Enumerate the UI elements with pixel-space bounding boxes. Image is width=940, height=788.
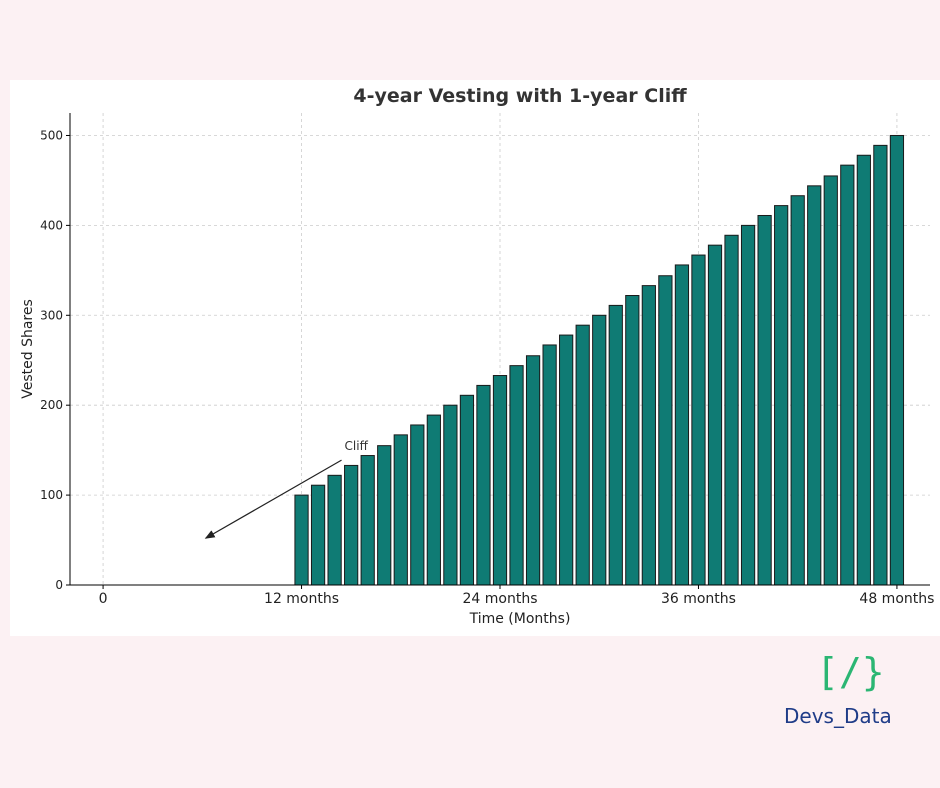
x-tick-label: 12 months xyxy=(264,591,339,607)
bar xyxy=(575,324,590,586)
x-tick-label: 24 months xyxy=(463,591,538,607)
chart-title: 4-year Vesting with 1-year Cliff xyxy=(353,85,687,107)
bar xyxy=(525,355,541,586)
bar xyxy=(889,134,905,586)
devsdata-logo: [/} Devs_Data xyxy=(778,650,908,730)
x-tick-label: 48 months xyxy=(859,591,934,607)
bar xyxy=(327,474,342,586)
bar xyxy=(757,214,772,586)
bar xyxy=(790,195,805,586)
bar xyxy=(856,154,871,586)
y-tick-label: 0 xyxy=(55,578,63,592)
bar xyxy=(873,144,888,586)
y-tick-label: 500 xyxy=(40,128,63,142)
chart: 0 100 200 300 400 500 0 12 months 24 months 36 mo… xyxy=(20,85,934,627)
bars xyxy=(294,134,905,586)
bar xyxy=(542,344,557,586)
y-tick-label: 100 xyxy=(40,488,63,502)
bar xyxy=(509,365,524,586)
annotation-arrow xyxy=(204,459,342,539)
y-tick-label: 400 xyxy=(40,218,63,232)
bar xyxy=(344,464,359,586)
bar xyxy=(641,285,656,586)
bar xyxy=(592,314,607,586)
bar xyxy=(658,275,673,586)
bar xyxy=(840,164,855,586)
annotations: Cliff xyxy=(204,439,369,539)
bar xyxy=(294,494,309,586)
bar xyxy=(426,414,441,586)
x-tick-label: 36 months xyxy=(661,591,736,607)
bar xyxy=(443,404,458,586)
bar xyxy=(724,234,739,586)
bar xyxy=(674,264,690,586)
bar xyxy=(310,484,326,586)
bar xyxy=(707,244,723,586)
axes xyxy=(66,113,930,589)
bar xyxy=(774,205,789,586)
bar xyxy=(559,334,574,586)
axis-labels: 0 100 200 300 400 500 0 12 months 24 months 36 mo… xyxy=(20,85,934,627)
bar xyxy=(691,254,706,586)
bar xyxy=(377,445,392,586)
bar xyxy=(807,185,822,586)
bar xyxy=(476,384,491,586)
x-axis-label: Time (Months) xyxy=(469,611,571,627)
logo-mark-icon: [/} xyxy=(816,650,885,694)
y-tick-label: 300 xyxy=(40,308,63,322)
bar xyxy=(393,434,408,586)
bar xyxy=(625,295,640,586)
bar xyxy=(740,224,756,586)
bar xyxy=(410,424,425,586)
bar xyxy=(459,394,475,586)
bar xyxy=(608,304,623,586)
bar xyxy=(492,375,508,586)
bar xyxy=(823,175,838,586)
annotation-label: Cliff xyxy=(345,439,369,453)
logo-text: Devs_Data xyxy=(784,704,892,728)
x-tick-label: 0 xyxy=(99,591,108,607)
bar xyxy=(360,455,375,586)
y-axis-label: Vested Shares xyxy=(20,299,36,399)
y-tick-label: 200 xyxy=(40,398,63,412)
chart-card: 0 100 200 300 400 500 0 12 months 24 months 36 mo… xyxy=(10,80,940,636)
